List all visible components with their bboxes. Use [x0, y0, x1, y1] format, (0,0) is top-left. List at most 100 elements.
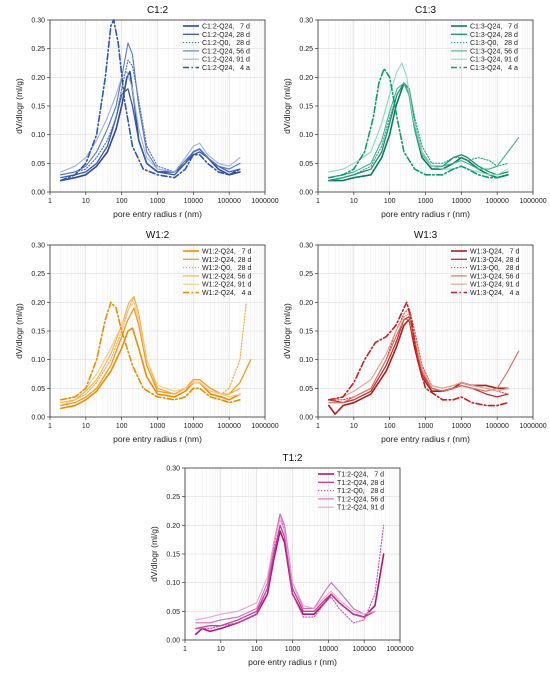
y-axis-title: dV/dlogr (ml/g) [149, 526, 159, 582]
legend-label: W1:3-Q24, 56 d [470, 273, 520, 280]
legend-label: C1:2-Q24, 4 a [202, 65, 250, 72]
x-tick-label: 1000 [150, 423, 166, 430]
x-tick-label: 1 [183, 646, 187, 653]
y-tick-label: 0.10 [166, 580, 180, 587]
legend-label: W1:3-Q24, 7 d [470, 249, 520, 256]
x-tick-label: 1000000 [519, 423, 546, 430]
y-tick-label: 0.05 [299, 386, 313, 393]
y-tick-label: 0.30 [299, 243, 313, 250]
y-tick-label: 0.30 [299, 18, 313, 25]
x-axis-title: pore entry radius r (nm) [248, 657, 337, 667]
y-tick-label: 0.00 [299, 415, 313, 422]
y-tick-label: 0.30 [166, 466, 180, 473]
x-tick-label: 100 [116, 198, 128, 205]
x-tick-label: 10 [350, 423, 358, 430]
x-axis-title: pore entry radius r (nm) [381, 434, 470, 444]
x-tick-label: 10 [217, 646, 225, 653]
chart-panel-w1-3: 1 10 100 1000 10000 100000 1000000 0.00 0.05 0.10… [282, 230, 547, 444]
legend-label: C1:2-Q0, 28 d [202, 40, 250, 47]
y-tick-label: 0.15 [299, 104, 313, 111]
x-tick-label: 1000000 [519, 198, 546, 205]
legend-label: C1:2-Q24, 7 d [202, 24, 250, 31]
x-tick-label: 100000 [485, 423, 508, 430]
legend-label: T1:2-Q24, 7 d [337, 472, 384, 479]
y-tick-label: 0.10 [299, 357, 313, 364]
x-tick-label: 1000 [150, 198, 166, 205]
legend: C1:2-Q24, 7 dC1:2-Q24, 28 dC1:2-Q0, 28 d… [183, 24, 250, 72]
x-tick-label: 1000000 [251, 198, 278, 205]
x-tick-label: 100 [384, 423, 396, 430]
x-tick-label: 100 [384, 198, 396, 205]
y-axis-title: dV/dlogr (ml/g) [282, 303, 292, 359]
chart-panel-t1-2: 1 10 100 1000 10000 100000 1000000 0.00 0.05 0.10… [149, 453, 414, 667]
chart-title: W1:3 [414, 230, 438, 241]
chart-panel-c1-3: 1 10 100 1000 10000 100000 1000000 0.00 0.05 0.10… [282, 5, 547, 219]
legend-label: W1:2-Q0, 28 d [202, 265, 252, 272]
x-tick-label: 1000000 [251, 423, 278, 430]
series-line-5 [195, 519, 376, 621]
legend-label: C1:3-Q24, 4 a [470, 65, 518, 72]
x-axis-title: pore entry radius r (nm) [381, 209, 470, 219]
y-tick-label: 0.00 [31, 415, 45, 422]
y-tick-label: 0.20 [31, 75, 45, 82]
x-tick-label: 10 [350, 198, 358, 205]
y-tick-label: 0.15 [31, 104, 45, 111]
legend: W1:3-Q24, 7 dW1:3-Q24, 28 dW1:3-Q0, 28 d… [451, 249, 520, 297]
x-tick-label: 10000 [184, 198, 204, 205]
legend-label: W1:3-Q24, 4 a [470, 290, 520, 297]
legend-label: T1:2-Q24, 28 d [337, 480, 384, 487]
y-tick-label: 0.25 [299, 271, 313, 278]
legend: W1:2-Q24, 7 dW1:2-Q24, 28 dW1:2-Q0, 28 d… [183, 249, 252, 297]
x-tick-label: 100000 [485, 198, 508, 205]
series-group [327, 62, 520, 182]
y-tick-label: 0.05 [166, 609, 180, 616]
y-tick-label: 0.00 [299, 190, 313, 197]
y-tick-label: 0.10 [299, 132, 313, 139]
y-tick-label: 0.20 [299, 75, 313, 82]
y-axis-title: dV/dlogr (ml/g) [282, 78, 292, 134]
x-tick-label: 1 [48, 423, 52, 430]
x-tick-label: 10000 [184, 423, 204, 430]
series-line-1 [327, 318, 509, 415]
x-tick-label: 1 [316, 423, 320, 430]
chart-panel-w1-2: 1 10 100 1000 10000 100000 1000000 0.00 0.05 0.10… [14, 230, 279, 444]
y-tick-label: 0.15 [31, 329, 45, 336]
legend-label: C1:2-Q24, 91 d [202, 57, 250, 64]
chart-title: W1:2 [146, 230, 170, 241]
legend-label: W1:3-Q24, 91 d [470, 282, 520, 289]
legend-label: W1:2-Q24, 91 d [202, 282, 252, 289]
x-tick-label: 100000 [217, 198, 240, 205]
series-line-3 [195, 513, 385, 630]
x-tick-label: 100 [251, 646, 263, 653]
x-tick-label: 10000 [452, 423, 472, 430]
x-tick-label: 1000 [418, 423, 434, 430]
x-axis-title: pore entry radius r (nm) [113, 434, 202, 444]
y-tick-label: 0.20 [299, 300, 313, 307]
y-tick-label: 0.15 [299, 329, 313, 336]
series-line-6 [59, 19, 241, 182]
series-line-1 [59, 327, 241, 410]
series-group [327, 301, 520, 415]
x-tick-label: 1 [316, 198, 320, 205]
x-tick-label: 100000 [352, 646, 375, 653]
series-group [59, 19, 241, 182]
x-tick-label: 10 [82, 198, 90, 205]
y-tick-label: 0.30 [31, 243, 45, 250]
y-tick-label: 0.20 [31, 300, 45, 307]
legend-label: C1:3-Q24, 7 d [470, 24, 518, 31]
y-axis-title: dV/dlogr (ml/g) [14, 78, 24, 134]
legend-label: C1:2-Q24, 28 d [202, 32, 250, 39]
legend-label: W1:3-Q24, 28 d [470, 257, 520, 264]
legend-label: W1:3-Q0, 28 d [470, 265, 520, 272]
y-tick-label: 0.25 [31, 46, 45, 53]
series-line-5 [60, 301, 241, 401]
series-line-6 [327, 301, 509, 407]
chart-title: C1:3 [415, 5, 437, 16]
legend-label: W1:2-Q24, 56 d [202, 273, 252, 280]
y-tick-label: 0.05 [299, 161, 313, 168]
legend-label: C1:3-Q24, 28 d [470, 32, 518, 39]
series-line-4 [328, 318, 520, 404]
x-tick-label: 10 [82, 423, 90, 430]
x-tick-label: 1000000 [386, 646, 413, 653]
legend-label: C1:3-Q0, 28 d [470, 40, 518, 47]
